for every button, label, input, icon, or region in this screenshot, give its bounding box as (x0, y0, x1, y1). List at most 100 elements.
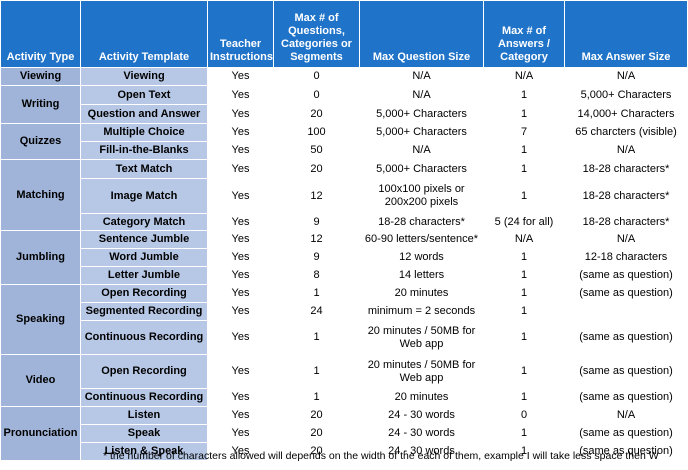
max-questions-cell: 1 (273, 388, 360, 407)
question-size-cell: 100x100 pixels or 200x200 pixels (359, 178, 484, 214)
activity-type-cell: Quizzes (0, 123, 81, 160)
answer-size-cell: (same as question) (564, 284, 688, 303)
question-size-cell: 20 minutes / 50MB for Web app (359, 320, 484, 355)
answer-size-cell: N/A (564, 67, 688, 86)
teacher-cell: Yes (207, 284, 274, 303)
answer-size-cell (564, 302, 688, 321)
activity-type-cell: Speaking (0, 284, 81, 355)
template-cell: Fill-in-the-Blanks (80, 141, 208, 160)
max-answers-cell: 1 (483, 266, 565, 285)
max-answers-cell: 1 (483, 284, 565, 303)
answer-size-cell: N/A (564, 406, 688, 425)
max-answers-cell: 5 (24 for all) (483, 213, 565, 231)
header-teacher-instructions: Teacher Instructions (207, 0, 274, 68)
question-size-cell: minimum = 2 seconds (359, 302, 484, 321)
answer-size-cell: 65 charcters (visible) (564, 123, 688, 142)
max-questions-cell: 9 (273, 248, 360, 267)
max-answers-cell: 0 (483, 406, 565, 425)
max-questions-cell: 0 (273, 85, 360, 105)
question-size-cell: 14 letters (359, 266, 484, 285)
teacher-cell: Yes (207, 230, 274, 249)
teacher-cell: Yes (207, 159, 274, 179)
max-answers-cell: 1 (483, 442, 565, 461)
max-answers-cell: 1 (483, 104, 565, 124)
max-questions-cell: 1 (273, 284, 360, 303)
teacher-cell: Yes (207, 123, 274, 142)
template-cell: Question and Answer (80, 104, 208, 124)
teacher-cell: Yes (207, 406, 274, 425)
max-questions-cell: 20 (273, 104, 360, 124)
question-size-cell: N/A (359, 141, 484, 160)
max-answers-cell: 1 (483, 159, 565, 179)
max-answers-cell: 1 (483, 354, 565, 389)
teacher-cell: Yes (207, 266, 274, 285)
question-size-cell: 20 minutes / 50MB for Web app (359, 354, 484, 389)
activity-type-cell: Matching (0, 159, 81, 231)
template-cell: Continuous Recording (80, 320, 208, 355)
table-row: Listen & Speak Yes 20 24 - 30 words 1 (same a… (1, 442, 688, 461)
template-cell: Open Text (80, 85, 208, 105)
question-size-cell: 5,000+ Characters (359, 123, 484, 142)
template-cell: Segmented Recording (80, 302, 208, 321)
answer-size-cell: (same as question) (564, 424, 688, 443)
table-row: Continuous Recording Yes 1 20 minutes / 50M… (1, 320, 688, 355)
answer-size-cell: 14,000+ Characters (564, 104, 688, 124)
table-row: Speak Yes 20 24 - 30 words 1 (same as questio… (1, 424, 688, 443)
answer-size-cell: 18-28 characters* (564, 178, 688, 214)
question-size-cell: 24 - 30 words (359, 442, 484, 461)
table-row: Viewing Viewing Yes 0 N/A N/A N/A (0, 67, 688, 86)
footnote: * the number of characters allowed will … (103, 450, 659, 462)
teacher-cell: Yes (207, 104, 274, 124)
template-cell: Speak (80, 424, 208, 443)
teacher-cell: Yes (207, 388, 274, 407)
max-answers-cell: 1 (483, 388, 565, 407)
table-row: Word Jumble Yes 9 12 words 1 12-18 characters (1, 248, 688, 267)
table-row: Speaking Open Recording Yes 1 20 minutes 1 (sa… (0, 284, 688, 355)
header-row: Activity Type Activity Template Teacher … (0, 0, 688, 68)
question-size-cell: 20 minutes (359, 388, 484, 407)
template-cell: Word Jumble (80, 248, 208, 267)
answer-size-cell: N/A (564, 230, 688, 249)
max-questions-cell: 8 (273, 266, 360, 285)
max-questions-cell: 20 (273, 442, 360, 461)
max-questions-cell: 20 (273, 406, 360, 425)
template-cell: Sentence Jumble (80, 230, 208, 249)
max-questions-cell: 24 (273, 302, 360, 321)
max-questions-cell: 9 (273, 213, 360, 231)
question-size-cell: 20 minutes (359, 284, 484, 303)
table-row: Matching Text Match Yes 20 5,000+ Characters… (0, 159, 688, 231)
teacher-cell: Yes (207, 178, 274, 214)
template-cell: Text Match (80, 159, 208, 179)
activity-type-cell: Video (0, 354, 81, 407)
table-row: Category Match Yes 9 18-28 characters* 5 (24… (1, 213, 688, 231)
teacher-cell: Yes (207, 442, 274, 461)
answer-size-cell: 18-28 characters* (564, 213, 688, 231)
max-answers-cell: 1 (483, 302, 565, 321)
table-row: Writing Open Text Yes 0 N/A 1 5,000+ Character… (0, 85, 688, 124)
max-answers-cell: 7 (483, 123, 565, 142)
template-cell: Multiple Choice (80, 123, 208, 142)
template-cell: Category Match (80, 213, 208, 231)
activity-type-cell: Pronunciation (0, 406, 81, 461)
teacher-cell: Yes (207, 85, 274, 105)
template-cell: Continuous Recording (80, 388, 208, 407)
table-row: Continuous Recording Yes 1 20 minutes 1 (same… (1, 388, 688, 407)
max-questions-cell: 1 (273, 320, 360, 355)
max-questions-cell: 12 (273, 178, 360, 214)
answer-size-cell: 18-28 characters* (564, 159, 688, 179)
max-answers-cell: 1 (483, 141, 565, 160)
template-cell: Listen & Speak (80, 442, 208, 461)
question-size-cell: 18-28 characters* (359, 213, 484, 231)
table-row: Jumbling Sentence Jumble Yes 12 60-90 letter… (0, 230, 688, 285)
answer-size-cell: (same as question) (564, 442, 688, 461)
table-row: Question and Answer Yes 20 5,000+ Character… (1, 104, 688, 124)
question-size-cell: 5,000+ Characters (359, 104, 484, 124)
question-size-cell: N/A (359, 85, 484, 105)
max-answers-cell: 1 (483, 178, 565, 214)
template-cell: Open Recording (80, 284, 208, 303)
header-max-questions: Max # of Questions, Categories or Segmen… (273, 0, 360, 68)
max-answers-cell: N/A (483, 67, 565, 86)
table-row: Video Open Recording Yes 1 20 minutes / 50MB… (0, 354, 688, 407)
